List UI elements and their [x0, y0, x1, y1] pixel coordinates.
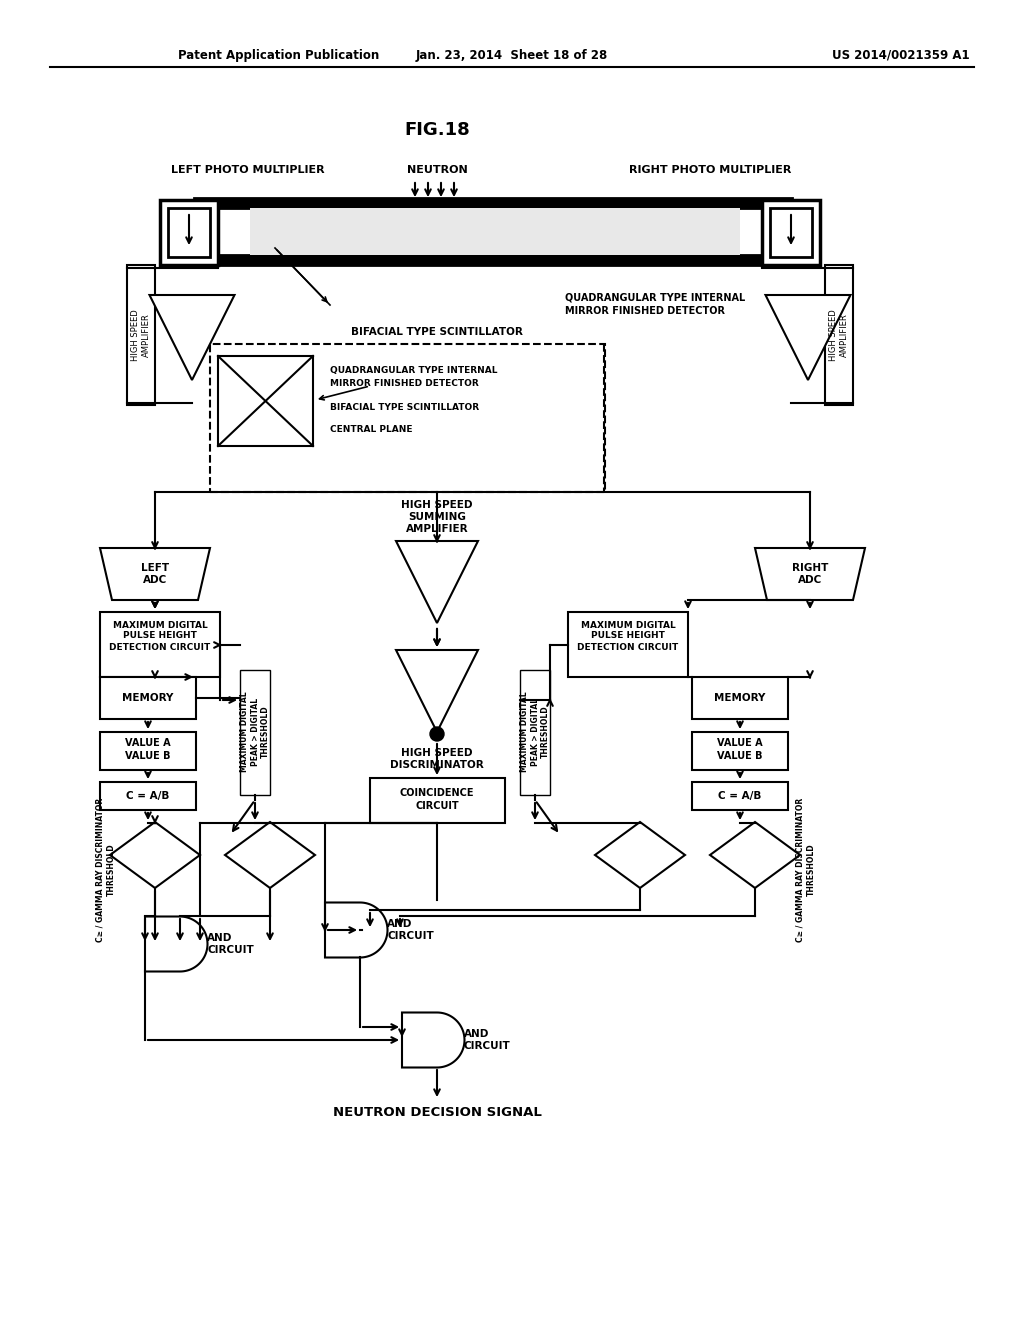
Bar [194, 198, 792, 209]
Bar [218, 356, 313, 446]
Bar [100, 781, 196, 810]
Bar [250, 209, 740, 255]
Text: PULSE HEIGHT: PULSE HEIGHT [591, 631, 665, 640]
Bar [127, 265, 155, 405]
Text: MAXIMUM DIGITAL: MAXIMUM DIGITAL [113, 620, 208, 630]
Text: MIRROR FINISHED DETECTOR: MIRROR FINISHED DETECTOR [330, 379, 479, 388]
Text: C≥ / GAMMA RAY DISCRIMINATOR: C≥ / GAMMA RAY DISCRIMINATOR [95, 797, 104, 942]
Text: RIGHT PHOTO MULTIPLIER: RIGHT PHOTO MULTIPLIER [629, 165, 792, 176]
Bar [770, 209, 812, 257]
Bar [240, 671, 270, 795]
Bar [692, 677, 788, 719]
Text: MIRROR FINISHED DETECTOR: MIRROR FINISHED DETECTOR [565, 306, 725, 315]
Bar [568, 612, 688, 677]
Text: MEMORY: MEMORY [122, 693, 174, 704]
Bar [100, 733, 196, 770]
Bar [692, 781, 788, 810]
Bar [160, 201, 218, 265]
Text: THRESHOLD: THRESHOLD [106, 843, 116, 896]
Text: HIGH SPEED
AMPLIFIER: HIGH SPEED AMPLIFIER [131, 309, 151, 360]
Bar [168, 209, 210, 257]
Text: Patent Application Publication: Patent Application Publication [178, 49, 379, 62]
Polygon shape [225, 822, 315, 888]
Bar [210, 345, 605, 492]
Text: DETECTION CIRCUIT: DETECTION CIRCUIT [578, 643, 679, 652]
Text: MAXIMUM DIGITAL: MAXIMUM DIGITAL [581, 620, 676, 630]
Text: SUMMING: SUMMING [408, 512, 466, 521]
Polygon shape [766, 294, 851, 380]
Bar [370, 777, 505, 822]
Polygon shape [110, 822, 200, 888]
Text: C = A/B: C = A/B [126, 791, 170, 801]
Text: DETECTION CIRCUIT: DETECTION CIRCUIT [110, 643, 211, 652]
Text: HIGH SPEED
AMPLIFIER: HIGH SPEED AMPLIFIER [829, 309, 849, 360]
Text: C = A/B: C = A/B [718, 791, 762, 801]
Text: AMPLIFIER: AMPLIFIER [406, 524, 468, 535]
Text: NEUTRON: NEUTRON [407, 165, 467, 176]
Polygon shape [402, 1012, 465, 1068]
Polygon shape [396, 541, 478, 623]
Text: HIGH SPEED: HIGH SPEED [401, 500, 473, 510]
Text: VALUE B: VALUE B [125, 751, 171, 762]
Circle shape [430, 727, 444, 741]
Polygon shape [755, 548, 865, 601]
Text: MEMORY: MEMORY [715, 693, 766, 704]
Polygon shape [150, 294, 234, 380]
Text: DISCRIMINATOR: DISCRIMINATOR [390, 760, 484, 770]
Polygon shape [710, 822, 800, 888]
Text: FIG.18: FIG.18 [404, 121, 470, 139]
Text: AND
CIRCUIT: AND CIRCUIT [207, 933, 254, 954]
Bar [692, 733, 788, 770]
Text: BIFACIAL TYPE SCINTILLATOR: BIFACIAL TYPE SCINTILLATOR [351, 327, 523, 337]
Text: AND
CIRCUIT: AND CIRCUIT [464, 1030, 511, 1051]
Text: LEFT PHOTO MULTIPLIER: LEFT PHOTO MULTIPLIER [171, 165, 325, 176]
Bar [825, 265, 853, 405]
Text: Jan. 23, 2014  Sheet 18 of 28: Jan. 23, 2014 Sheet 18 of 28 [416, 49, 608, 62]
Text: CENTRAL PLANE: CENTRAL PLANE [330, 425, 413, 434]
Bar [520, 671, 550, 795]
Text: COINCIDENCE: COINCIDENCE [399, 788, 474, 799]
Text: C≥ / GAMMA RAY DISCRIMINATOR: C≥ / GAMMA RAY DISCRIMINATOR [796, 797, 805, 942]
Bar [100, 677, 196, 719]
Text: RIGHT
ADC: RIGHT ADC [792, 564, 828, 585]
Polygon shape [100, 548, 210, 601]
Text: THRESHOLD: THRESHOLD [807, 843, 815, 896]
Polygon shape [325, 903, 387, 957]
Text: VALUE B: VALUE B [717, 751, 763, 762]
Text: MAXIMUM DIGITAL
PEAK > DIGITAL
THRESHOLD: MAXIMUM DIGITAL PEAK > DIGITAL THRESHOLD [240, 692, 270, 772]
Text: US 2014/0021359 A1: US 2014/0021359 A1 [833, 49, 970, 62]
Text: MAXIMUM DIGITAL
PEAK > DIGITAL
THRESHOLD: MAXIMUM DIGITAL PEAK > DIGITAL THRESHOLD [520, 692, 550, 772]
Text: HIGH SPEED: HIGH SPEED [401, 748, 473, 758]
Text: QUADRANGULAR TYPE INTERNAL: QUADRANGULAR TYPE INTERNAL [565, 293, 745, 304]
Polygon shape [396, 649, 478, 733]
Polygon shape [595, 822, 685, 888]
Text: BIFACIAL TYPE SCINTILLATOR: BIFACIAL TYPE SCINTILLATOR [330, 404, 479, 412]
Text: CIRCUIT: CIRCUIT [415, 801, 459, 810]
Text: VALUE A: VALUE A [125, 738, 171, 748]
Text: VALUE A: VALUE A [717, 738, 763, 748]
Text: NEUTRON DECISION SIGNAL: NEUTRON DECISION SIGNAL [333, 1106, 542, 1118]
Text: LEFT
ADC: LEFT ADC [141, 564, 169, 585]
Bar [762, 201, 820, 265]
Polygon shape [145, 916, 208, 972]
Bar [194, 255, 792, 265]
Text: PULSE HEIGHT: PULSE HEIGHT [123, 631, 197, 640]
Text: AND
CIRCUIT: AND CIRCUIT [387, 919, 434, 941]
Text: QUADRANGULAR TYPE INTERNAL: QUADRANGULAR TYPE INTERNAL [330, 366, 498, 375]
Bar [100, 612, 220, 677]
